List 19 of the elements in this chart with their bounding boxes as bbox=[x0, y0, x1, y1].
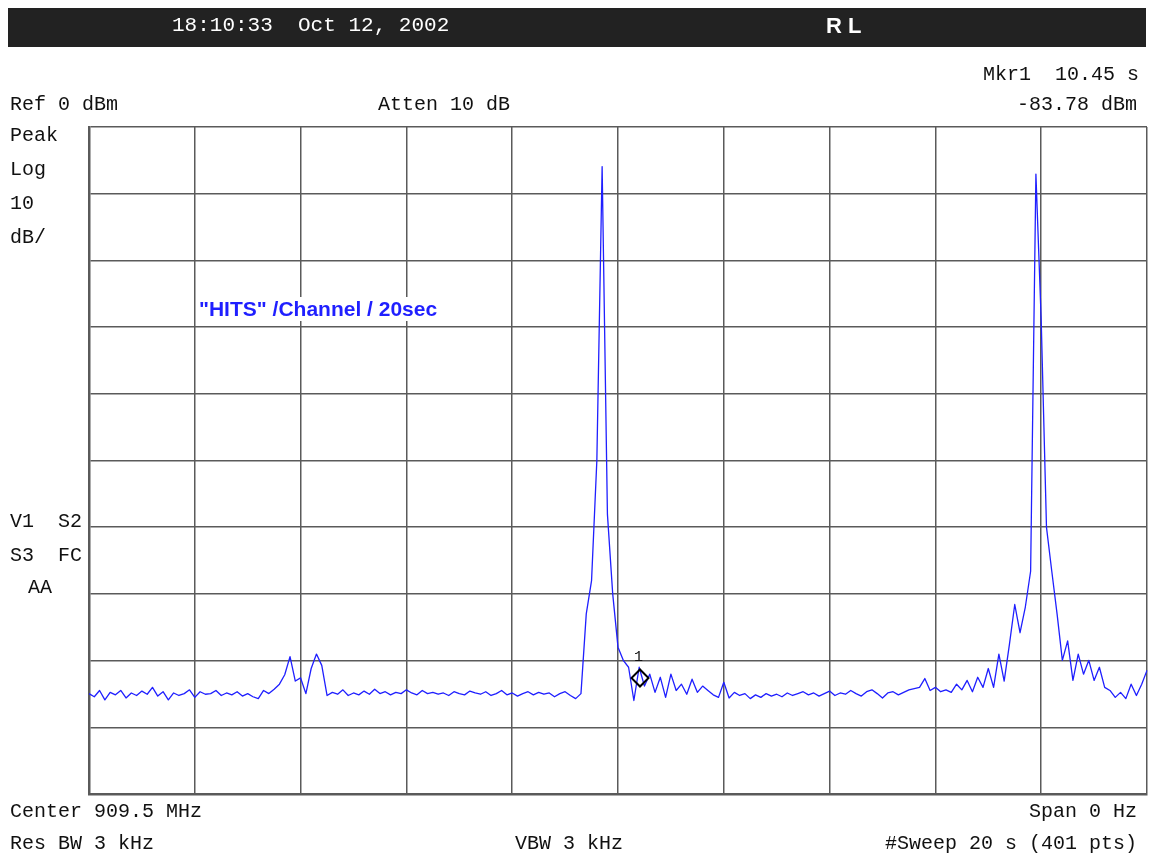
text: Span 0 Hz bbox=[1028, 800, 1137, 824]
text: #Sweep 20 s (401 pts) bbox=[884, 832, 1137, 856]
text: S3 FC bbox=[10, 544, 83, 568]
text: AA bbox=[27, 576, 52, 600]
text: Peak bbox=[10, 124, 59, 148]
chart-title: 18:10:33 Oct 12, 2002 bbox=[172, 14, 450, 38]
text: R L bbox=[826, 13, 862, 38]
text: VBW 3 kHz bbox=[515, 832, 624, 856]
text: V1 S2 bbox=[10, 510, 83, 534]
text: Ref 0 dBm bbox=[10, 93, 119, 117]
text: 10 bbox=[10, 192, 35, 216]
text: -83.78 dBm bbox=[1016, 93, 1137, 117]
text: Atten 10 dB bbox=[378, 93, 511, 117]
text: Center 909.5 MHz bbox=[10, 800, 203, 824]
text: Mkr1 10.45 s bbox=[982, 63, 1139, 87]
text: Log bbox=[10, 158, 47, 182]
text: dB/ bbox=[10, 226, 47, 250]
annotation: "HITS" /Channel / 20sec bbox=[197, 297, 440, 321]
text: Res BW 3 kHz bbox=[10, 832, 155, 856]
